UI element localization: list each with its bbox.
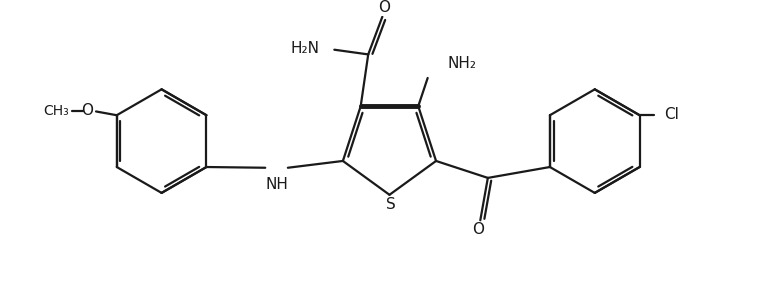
Text: NH₂: NH₂ xyxy=(447,56,476,71)
Text: CH₃: CH₃ xyxy=(43,104,69,118)
Text: S: S xyxy=(386,197,396,212)
Text: O: O xyxy=(82,103,94,118)
Text: H₂N: H₂N xyxy=(290,41,319,56)
Text: O: O xyxy=(472,222,485,237)
Text: NH: NH xyxy=(265,177,288,192)
Text: Cl: Cl xyxy=(664,107,679,122)
Text: O: O xyxy=(378,0,390,15)
